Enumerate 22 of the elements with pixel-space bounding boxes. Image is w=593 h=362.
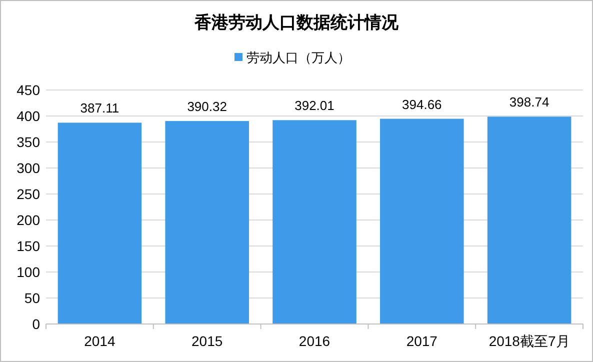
y-tick-label: 300 [16,160,40,176]
x-tick-label: 2016 [298,333,330,349]
y-tick-label: 100 [16,264,40,280]
x-tick-label: 2014 [84,333,116,349]
y-tick-label: 200 [16,212,40,228]
x-tick-label: 2015 [192,333,223,349]
x-tick-label: 2017 [406,333,438,349]
data-label: 398.74 [509,94,550,110]
y-tick-label: 50 [24,290,40,306]
data-label: 394.66 [402,96,442,112]
y-tick-label: 0 [32,316,40,332]
y-tick-label: 350 [16,134,40,150]
data-label: 392.01 [294,98,334,114]
chart-title: 香港劳动人口数据统计情况 [194,13,400,32]
y-tick-label: 250 [16,186,40,202]
data-label: 390.32 [187,99,227,114]
y-tick-label: 400 [16,108,40,124]
y-tick-label: 450 [16,82,40,98]
x-tick-label: 2018截至7月 [488,333,570,349]
legend-label: 劳动人口（万人） [246,50,350,65]
y-tick-label: 150 [16,238,40,254]
data-label: 387.11 [80,100,120,116]
